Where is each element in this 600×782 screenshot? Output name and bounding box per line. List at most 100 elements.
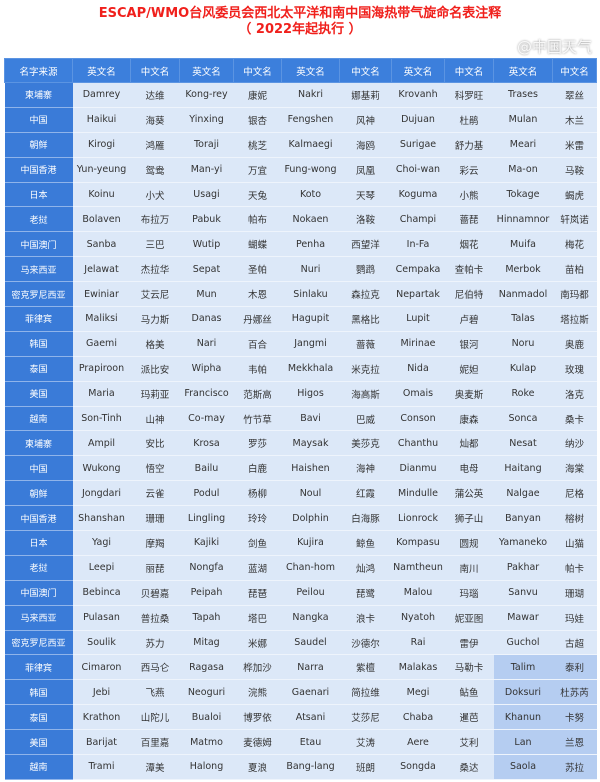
chinese-name-cell: 马鞍 [552,157,597,183]
source-cell: 日本 [4,530,73,556]
chinese-name-cell: 桑卡 [552,406,597,432]
chinese-name-cell: 海鸥 [339,132,392,158]
chinese-name-cell: 舒力基 [444,132,494,158]
english-name-cell: Nalgae [493,480,553,507]
chinese-name-cell: 洛鞍 [339,206,392,233]
chinese-name-cell: 尼格 [552,480,597,507]
source-cell: 朝鲜 [4,132,73,158]
english-name-cell: Nongfa [179,555,234,581]
source-cell: 泰国 [4,704,73,731]
english-name-cell: Leepi [72,555,131,581]
chinese-name-cell: 康妮 [233,82,282,108]
table-row: 韩国 Jebi 飞燕 Neoguri 浣熊 Gaenari 简拉维 Megi 鲇鱼 Doksuri… [4,679,597,706]
chinese-name-cell: 丹娜丝 [233,306,282,332]
chinese-name-cell: 美莎克 [339,430,392,457]
english-name-cell: Jebi [72,679,131,706]
english-name-cell: Fengshen [281,107,340,133]
english-name-cell: Nakri [281,82,340,108]
english-name-cell: Haishen [281,455,340,482]
english-name-cell: Trases [493,82,553,108]
page-subtitle: （ 2022年起执行 ） [238,22,362,37]
source-cell: 中国香港 [4,157,73,183]
table-row: 老挝 Bolaven 布拉万 Pabuk 帕布 Nokaen 洛鞍 Champi 蔷琵 Hinna… [4,206,597,233]
chinese-name-cell: 红霞 [339,480,392,507]
chinese-name-cell: 丽琵 [130,555,180,581]
chinese-name-cell: 马力斯 [130,306,180,332]
chinese-name-cell: 玛莉亚 [130,381,180,407]
source-cell: 韩国 [4,679,73,706]
chinese-name-cell: 白鹿 [233,455,282,482]
english-name-cell: Kirogi [72,132,131,158]
chinese-name-cell: 小犬 [130,182,180,208]
source-cell: 密克罗尼西亚 [4,630,73,656]
chinese-name-cell: 格美 [130,331,180,357]
chinese-name-cell: 凤凰 [339,157,392,183]
english-name-cell: Peipah [179,580,234,606]
chinese-name-cell: 洛克 [552,381,597,407]
chinese-name-cell: 白海豚 [339,505,392,532]
chinese-name-cell: 古超 [552,630,597,656]
chinese-name-cell: 娜基莉 [339,82,392,108]
chinese-name-cell: 妮妲 [444,356,494,382]
typhoon-names-table: 名字来源 英文名 中文名 英文名 中文名 英文名 中文名 英文名 中文名 英文名 中文名 柬埔寨 Da… [4,58,597,780]
english-name-cell: Champi [391,206,445,233]
english-name-cell: Wutip [179,231,234,258]
english-name-cell: Koto [281,182,340,208]
chinese-name-cell: 风神 [339,107,392,133]
source-cell: 中国澳门 [4,231,73,258]
chinese-name-cell: 银杏 [233,107,282,133]
chinese-name-cell: 蓝湖 [233,555,282,581]
english-name-cell: Omais [391,381,445,407]
chinese-name-cell: 桃芝 [233,132,282,158]
source-cell: 菲律宾 [4,654,73,681]
chinese-name-cell: 达维 [130,82,180,108]
english-name-cell: Ewiniar [72,281,131,308]
source-cell: 韩国 [4,331,73,357]
english-name-cell: Nuri [281,256,340,283]
english-name-cell: Muifa [493,231,553,258]
english-name-cell: Tokage [493,182,553,208]
english-name-cell: Megi [391,679,445,706]
english-name-cell: Roke [493,381,553,407]
chinese-name-cell: 潭美 [130,754,180,780]
english-name-cell: Wukong [72,455,131,482]
table-row: 美国 Barijat 百里嘉 Matmo 麦德姆 Etau 艾涛 Aere 艾利 Lan 兰恩 [4,729,597,756]
chinese-name-cell: 山陀儿 [130,704,180,731]
chinese-name-cell: 普拉桑 [130,605,180,631]
source-cell: 中国 [4,107,73,133]
english-name-cell: Soulik [72,630,131,656]
chinese-name-cell: 艾云尼 [130,281,180,308]
english-name-cell: Dianmu [391,455,445,482]
chinese-name-cell: 紫檀 [339,654,392,681]
english-name-cell: Hagupit [281,306,340,332]
english-name-cell: Kompasu [391,530,445,556]
source-cell: 朝鲜 [4,480,73,507]
english-name-cell: Surigae [391,132,445,158]
chinese-name-cell: 尼伯特 [444,281,494,308]
english-name-cell: Namtheun [391,555,445,581]
english-name-cell: Nyatoh [391,605,445,631]
english-name-cell: Sonca [493,406,553,432]
header-english-name: 英文名 [72,58,131,83]
english-name-cell: Sinlaku [281,281,340,308]
table-row: 韩国 Gaemi 格美 Nari 百合 Jangmi 蔷薇 Mirinae 银河 Noru 奥鹿 [4,331,597,357]
chinese-name-cell: 布拉万 [130,206,180,233]
source-cell: 密克罗尼西亚 [4,281,73,308]
english-name-cell: Malou [391,580,445,606]
source-cell: 中国香港 [4,505,73,532]
table-row: 朝鲜 Kirogi 鸿雁 Toraji 桃芝 Kalmaegi 海鸥 Surigae 舒力基 Me… [4,132,597,158]
english-name-cell: Doksuri [493,679,553,706]
chinese-name-cell: 马勒卡 [444,654,494,681]
chinese-name-cell: 杜鹃 [444,107,494,133]
chinese-name-cell: 艾莎尼 [339,704,392,731]
chinese-name-cell: 榕树 [552,505,597,532]
english-name-cell: Prapiroon [72,356,131,382]
english-name-cell: Ma-on [493,157,553,183]
table-row: 越南 Son-Tinh 山神 Co-may 竹节草 Bavi 巴威 Conson 康森 Sonca… [4,406,597,432]
table-row: 日本 Koinu 小犬 Usagi 天兔 Koto 天琴 Koguma 小熊 Tokage 蝎虎 [4,182,597,208]
english-name-cell: Bavi [281,406,340,432]
english-name-cell: Danas [179,306,234,332]
english-name-cell: Nepartak [391,281,445,308]
source-cell: 美国 [4,729,73,756]
header-chinese-name: 中文名 [233,58,282,83]
